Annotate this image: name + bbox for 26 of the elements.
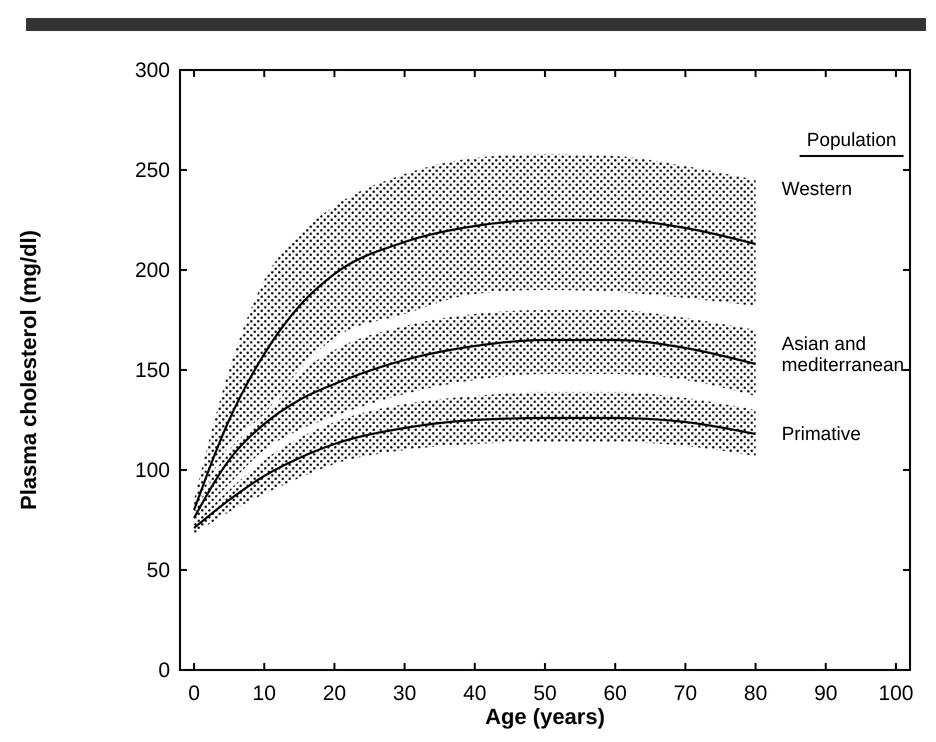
y-tick-label: 250 — [134, 159, 170, 182]
series-label: Primative — [782, 424, 861, 445]
x-tick-label: 100 — [878, 682, 914, 705]
x-tick-label: 70 — [674, 682, 698, 705]
line-series — [192, 416, 757, 530]
x-tick-label: 80 — [744, 682, 768, 705]
text: Western — [782, 179, 852, 200]
y-tick-label: 150 — [134, 359, 170, 382]
x-tick-label: 90 — [814, 682, 838, 705]
x-tick-label: 60 — [604, 682, 627, 705]
y-tick-label: 100 — [134, 459, 170, 482]
y-tick-label: 200 — [134, 259, 170, 282]
y-tick-label: 300 — [134, 59, 170, 82]
x-tick-label: 20 — [322, 682, 346, 705]
line-series — [192, 218, 757, 512]
y-axis-title: Plasma cholesterol (mg/dl) — [16, 230, 41, 510]
legend-title: Population — [806, 130, 897, 151]
x-tick-label: 30 — [392, 682, 416, 705]
x-tick-label: 40 — [463, 682, 486, 705]
x-tick-label: 0 — [188, 682, 200, 705]
y-tick-label: 0 — [158, 659, 170, 682]
x-tick-label: 50 — [533, 682, 557, 705]
y-tick-label: 50 — [146, 559, 170, 582]
x-tick-label: 10 — [252, 682, 276, 705]
series-label: Asian and mediterranean — [782, 334, 904, 376]
x-axis-title: Age (years) — [485, 704, 605, 729]
